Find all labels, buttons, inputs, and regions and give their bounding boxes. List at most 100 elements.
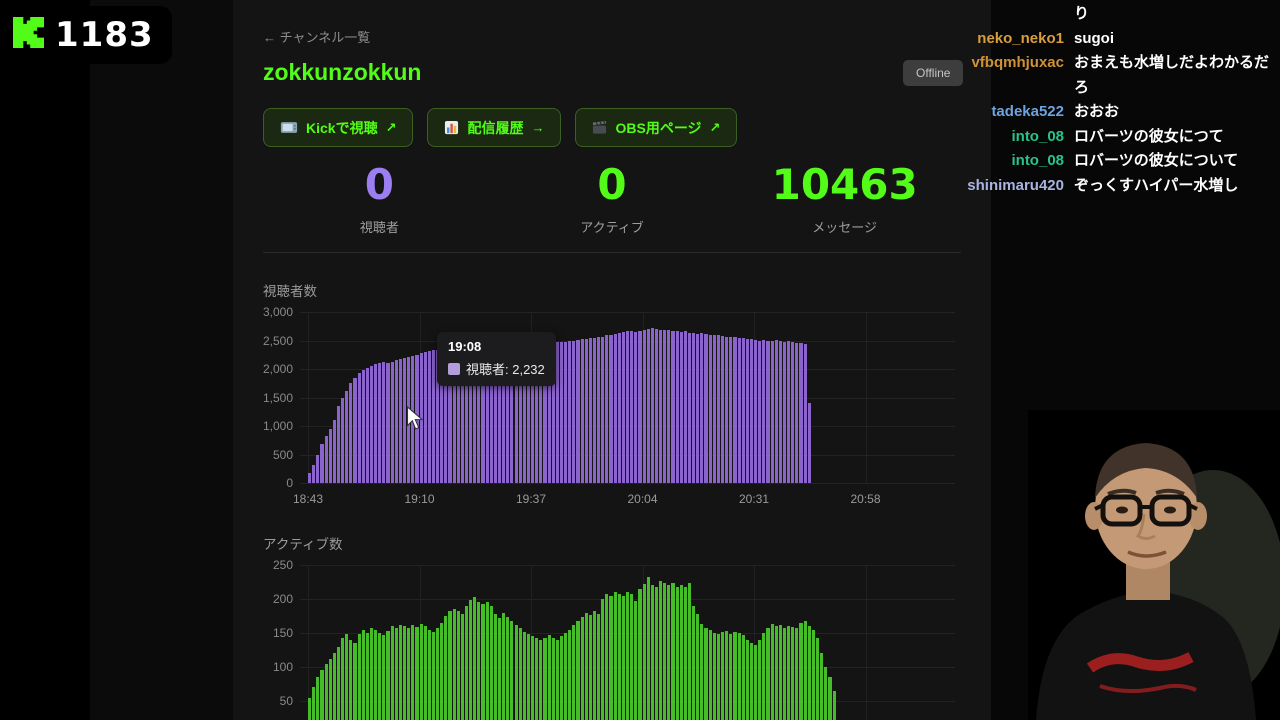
bar [506, 616, 510, 720]
bar [539, 639, 543, 720]
bar [378, 363, 382, 483]
bar [514, 343, 518, 483]
bar [605, 593, 609, 720]
action-button-bar-chart[interactable]: 配信履歴 → [427, 108, 562, 147]
bar [601, 336, 605, 483]
chat-message: into_08 ロバーツの彼女につて [958, 125, 1274, 150]
bar-chart-icon [444, 120, 459, 135]
bar [630, 594, 634, 720]
bar [564, 341, 568, 483]
bar [613, 333, 617, 483]
chat-text: おまえも水増しだよわかるだろ [1074, 54, 1270, 96]
bar [642, 584, 646, 720]
chat-username [958, 2, 1064, 27]
bar [815, 637, 820, 720]
chat-text: ロバーツの彼女につて [1074, 127, 1224, 145]
bar [597, 337, 601, 483]
bar [477, 345, 481, 483]
active-chart: 250 200 150 100 50 [273, 558, 955, 720]
bar [526, 343, 530, 483]
bar [497, 345, 502, 483]
bar [749, 643, 754, 720]
bar [332, 653, 336, 720]
bar [774, 339, 778, 483]
bar [386, 630, 390, 720]
bar [382, 362, 386, 483]
bar [754, 645, 758, 720]
bar [522, 631, 526, 720]
bar [811, 630, 815, 720]
bar [440, 622, 444, 720]
action-button-clapper[interactable]: OBS用ページ ↗ [575, 108, 738, 147]
bar [634, 601, 638, 720]
bar [692, 333, 696, 483]
bar [745, 639, 749, 720]
y-axis-tick: 50 [279, 694, 293, 708]
y-axis-tick: 1,000 [262, 419, 293, 433]
bar [725, 336, 729, 483]
stat-value: 0 [597, 160, 627, 209]
stat-2: 10463 メッセージ [728, 160, 961, 236]
bar [522, 343, 526, 483]
bar [696, 613, 700, 720]
bar [444, 616, 448, 720]
bar [588, 614, 592, 720]
bar [436, 627, 440, 720]
bar [638, 589, 642, 720]
chat-message: shinimaru420 ぞっくすハイパー水増し [958, 174, 1274, 199]
bar [357, 634, 361, 720]
bar [497, 618, 502, 720]
bar [576, 339, 580, 483]
bar [654, 587, 659, 720]
bar [737, 337, 741, 483]
button-label: Kickで視聴 [306, 119, 378, 136]
bar [617, 593, 621, 720]
y-axis-tick: 3,000 [262, 305, 293, 319]
bar [308, 472, 312, 483]
bar [605, 335, 609, 483]
bar [613, 592, 617, 720]
external-arrow-icon: → [531, 120, 545, 135]
bar [659, 329, 663, 483]
gridline [865, 312, 867, 483]
bar [766, 627, 770, 720]
bar [733, 631, 737, 720]
bar [345, 634, 349, 720]
bar [749, 339, 754, 483]
bar [316, 454, 320, 483]
bar [555, 639, 559, 720]
bar [531, 342, 535, 483]
bar [630, 330, 634, 483]
bar [729, 337, 733, 483]
y-axis-tick: 200 [272, 592, 293, 606]
stat-value: 0 [364, 160, 394, 209]
bar [460, 346, 464, 483]
viewer-chart-title: 視聴者数 [263, 284, 317, 299]
stat-label: メッセージ [812, 220, 878, 236]
status-badge: Offline [903, 60, 964, 86]
bar [663, 330, 667, 483]
bar [597, 613, 601, 720]
bar [568, 629, 572, 720]
bar [369, 366, 374, 483]
bar [638, 331, 642, 483]
bar [617, 332, 621, 483]
bar [716, 634, 720, 720]
bar [626, 591, 630, 720]
bar [440, 348, 444, 483]
tooltip-value: 視聴者: 2,232 [466, 362, 545, 377]
gridline [308, 565, 309, 720]
bar [419, 624, 423, 720]
back-to-channels-link[interactable]: ← チャンネル一覧 [263, 30, 371, 45]
bar [427, 629, 431, 720]
bar [531, 636, 535, 720]
viewer-count-badge: 1183 [0, 6, 172, 64]
stat-value: 10463 [771, 160, 918, 209]
bar [733, 336, 737, 483]
bar [382, 635, 386, 720]
bar [444, 347, 448, 483]
clapper-icon [592, 120, 607, 135]
bar [803, 343, 807, 483]
action-button-tv[interactable]: Kickで視聴 ↗ [263, 108, 414, 147]
